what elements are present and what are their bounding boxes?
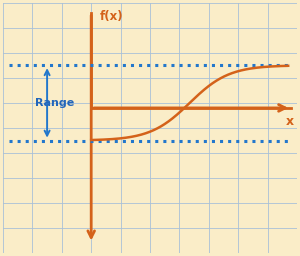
Text: Range: Range bbox=[35, 98, 75, 108]
Text: x: x bbox=[286, 115, 294, 129]
Text: f(x): f(x) bbox=[100, 10, 124, 23]
